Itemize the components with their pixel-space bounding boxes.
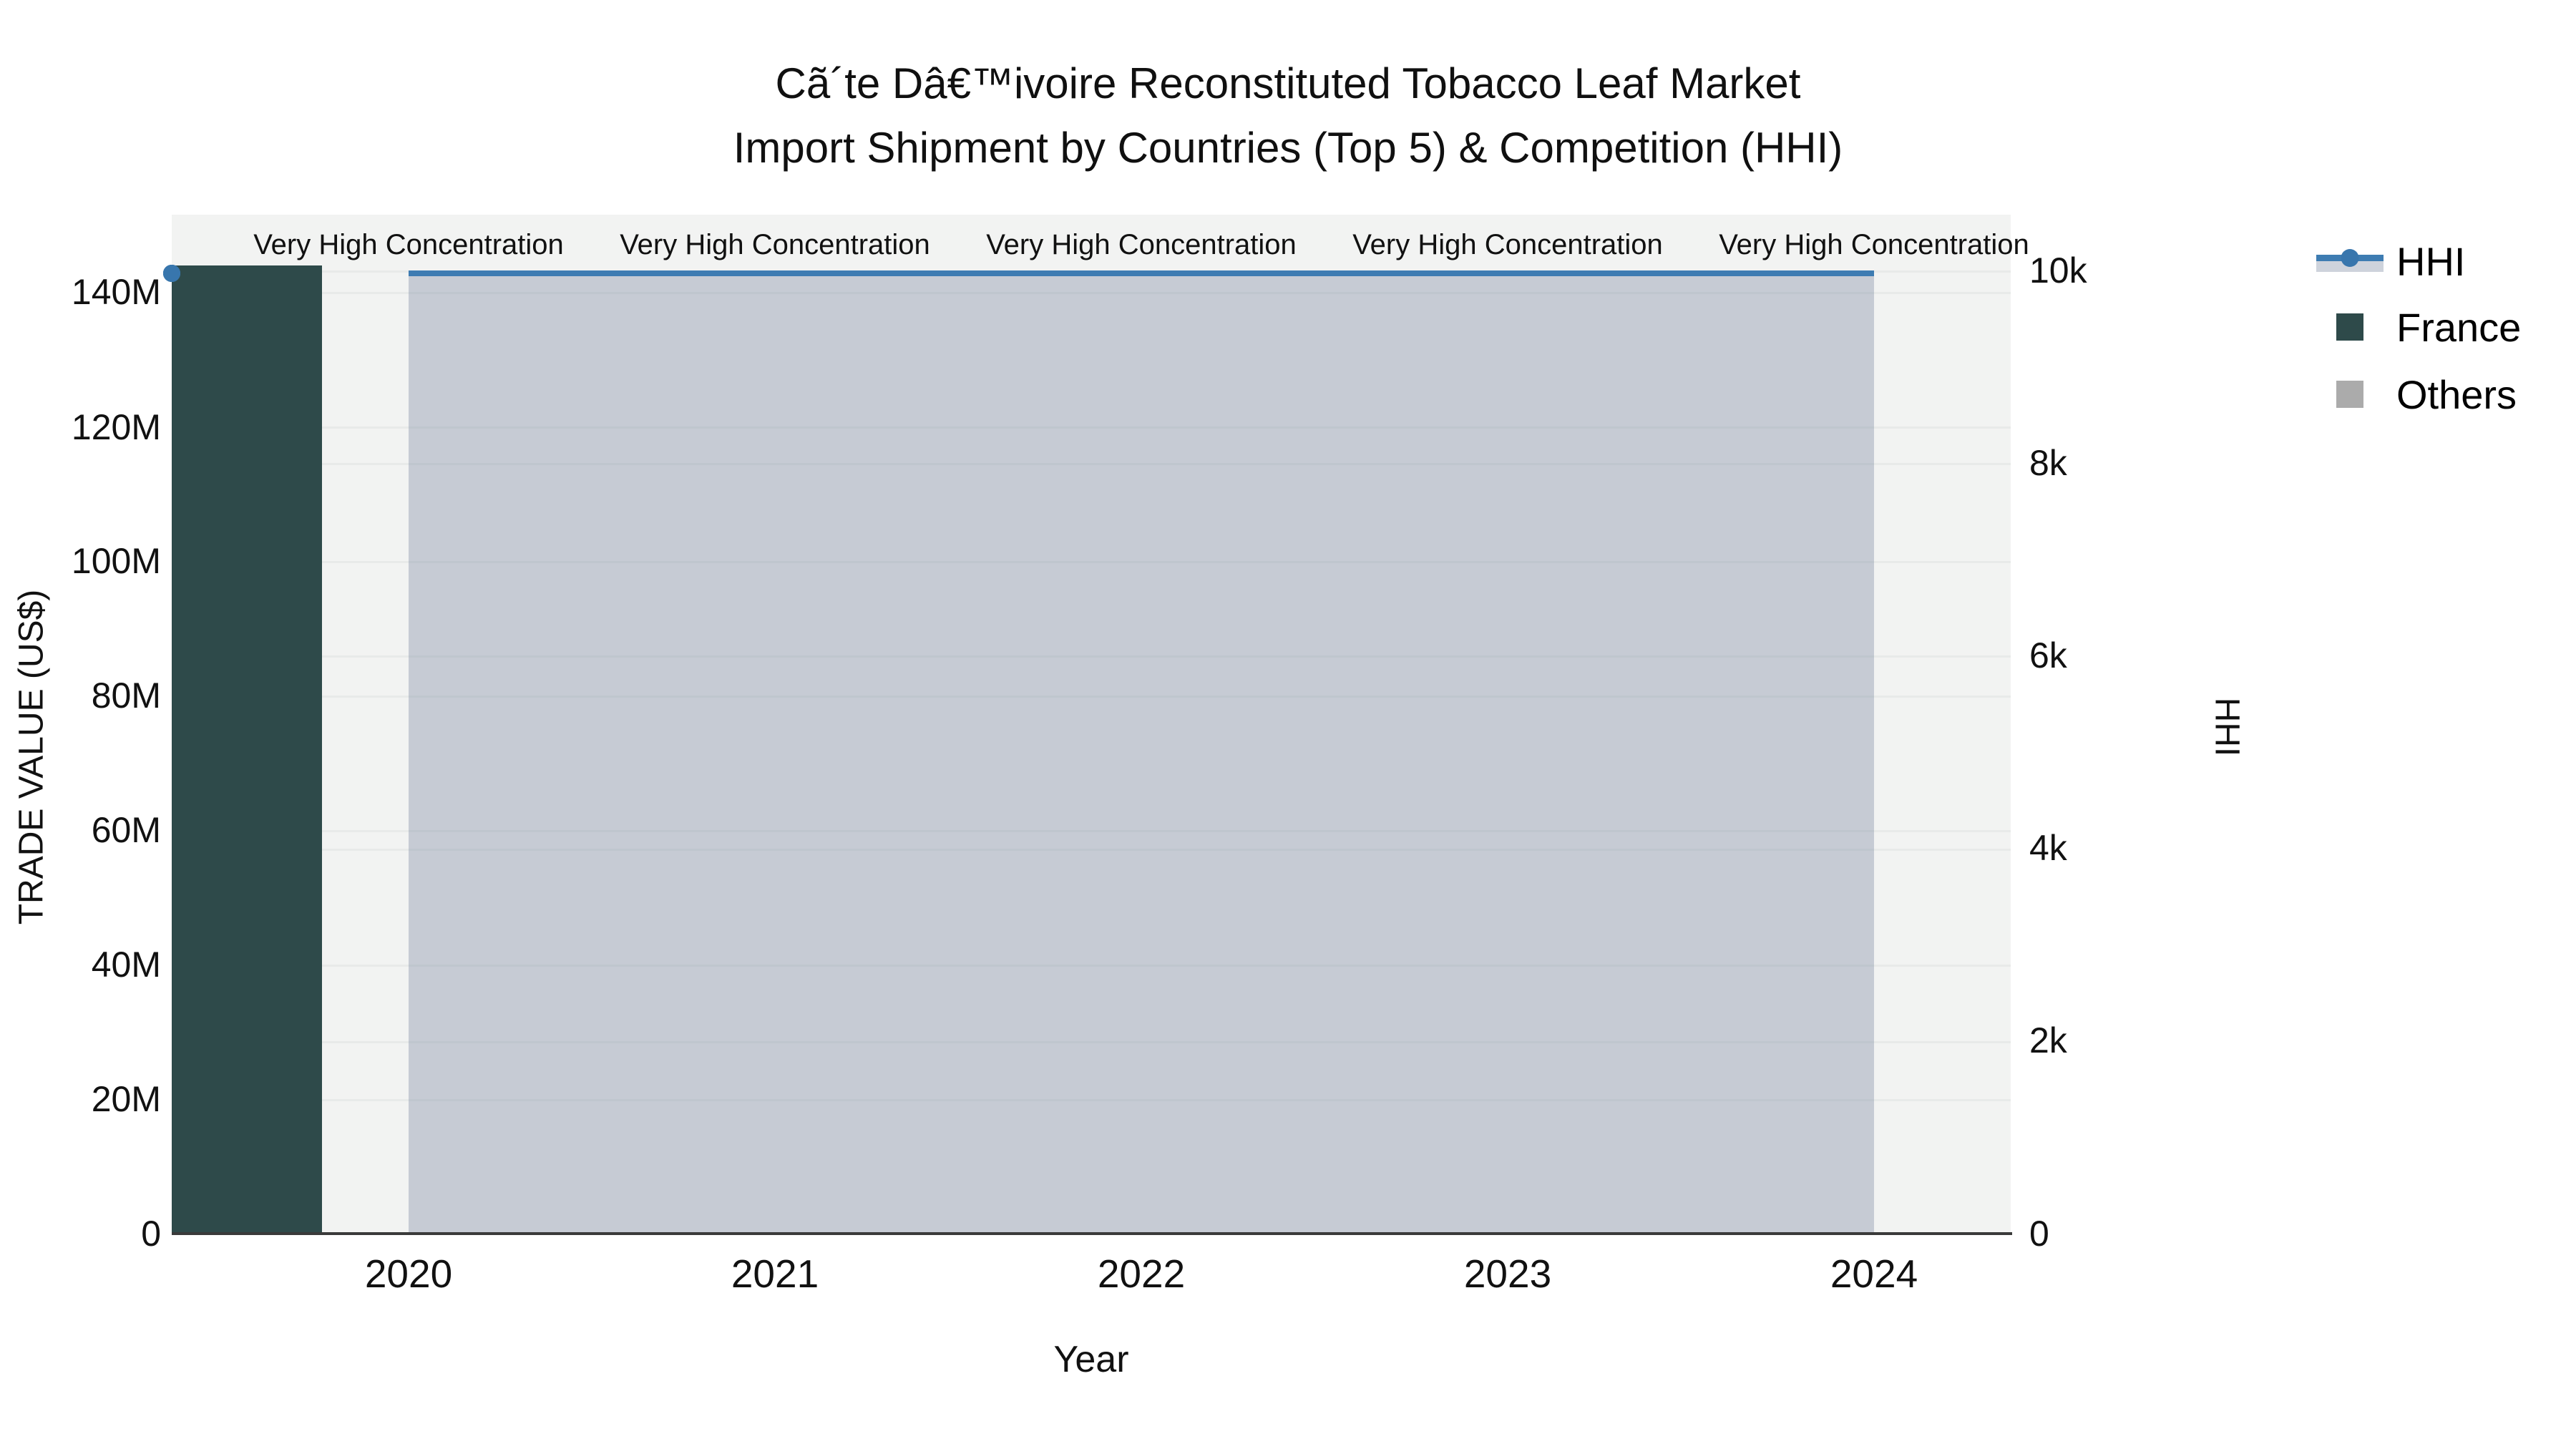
- france-legend-icon: [2316, 311, 2384, 343]
- gridline-right-axis: [172, 848, 2011, 851]
- x-tick-2023: 2023: [1463, 1252, 1552, 1296]
- hhi-legend-icon: [2316, 245, 2384, 277]
- legend-item-france[interactable]: France: [2316, 302, 2521, 352]
- gridline-right-axis: [172, 1040, 2011, 1043]
- hhi-area-fill: [409, 273, 1875, 1234]
- gridline-right-axis: [172, 463, 2011, 466]
- y2-tick-4k: 4k: [2029, 828, 2067, 868]
- bar-france-2024[interactable]: [172, 487, 322, 1234]
- gridline-left-axis: [172, 426, 2011, 429]
- x-axis-title: Year: [1053, 1339, 1129, 1380]
- hhi-marker-swatch: [2341, 249, 2359, 267]
- chart-title-line1: Cã´te Dâ€™ivoire Reconstituted Tobacco L…: [775, 59, 1801, 107]
- y2-tick-10k: 10k: [2029, 250, 2087, 291]
- y2-axis-title: HHI: [2207, 697, 2246, 757]
- y-tick-40M: 40M: [91, 945, 161, 985]
- plot-area: [163, 215, 2011, 1234]
- x-tick-2021: 2021: [731, 1252, 819, 1296]
- y-tick-120M: 120M: [71, 407, 161, 447]
- legend-item-others[interactable]: Others: [2316, 369, 2517, 419]
- y2-tick-8k: 8k: [2029, 443, 2067, 483]
- gridline-right-axis: [172, 655, 2011, 658]
- hhi-marker-2024[interactable]: [163, 265, 180, 283]
- y-tick-20M: 20M: [91, 1079, 161, 1119]
- chart-title: Cã´te Dâ€™ivoire Reconstituted Tobacco L…: [0, 52, 2576, 180]
- france-swatch: [2336, 313, 2363, 341]
- annotation-2021: Very High Concentration: [620, 229, 930, 260]
- chart-title-line2: Import Shipment by Countries (Top 5) & C…: [733, 124, 1843, 172]
- gridline-left-axis: [172, 696, 2011, 698]
- gridline-left-axis: [172, 1099, 2011, 1101]
- legend-label-hhi: HHI: [2396, 238, 2466, 284]
- y-tick-100M: 100M: [71, 541, 161, 581]
- gridline-left-axis: [172, 830, 2011, 833]
- annotation-2024: Very High Concentration: [1719, 229, 2029, 260]
- annotation-2023: Very High Concentration: [1352, 229, 1663, 260]
- x-tick-2022: 2022: [1097, 1252, 1186, 1296]
- hhi-line: [409, 270, 1875, 277]
- y-tick-140M: 140M: [71, 272, 161, 312]
- legend-item-hhi[interactable]: HHI: [2316, 236, 2465, 286]
- y2-tick-0: 0: [2029, 1214, 2049, 1254]
- gridline-left-axis: [172, 965, 2011, 967]
- legend-label-others: Others: [2396, 371, 2517, 417]
- annotation-2020: Very High Concentration: [253, 229, 564, 260]
- y2-tick-6k: 6k: [2029, 635, 2067, 675]
- gridline-left-axis: [172, 292, 2011, 295]
- y-tick-60M: 60M: [91, 810, 161, 850]
- y-tick-80M: 80M: [91, 675, 161, 716]
- others-legend-icon: [2316, 379, 2384, 410]
- gridline-left-axis: [172, 561, 2011, 564]
- legend-label-france: France: [2396, 304, 2522, 350]
- x-tick-2024: 2024: [1830, 1252, 1918, 1296]
- x-tick-2020: 2020: [364, 1252, 453, 1296]
- others-swatch: [2336, 381, 2363, 408]
- y-tick-0: 0: [141, 1214, 161, 1254]
- annotation-2022: Very High Concentration: [986, 229, 1297, 260]
- y-axis-title: TRADE VALUE (US$): [12, 589, 51, 925]
- x-axis-line: [172, 1232, 2012, 1235]
- y2-tick-2k: 2k: [2029, 1020, 2067, 1060]
